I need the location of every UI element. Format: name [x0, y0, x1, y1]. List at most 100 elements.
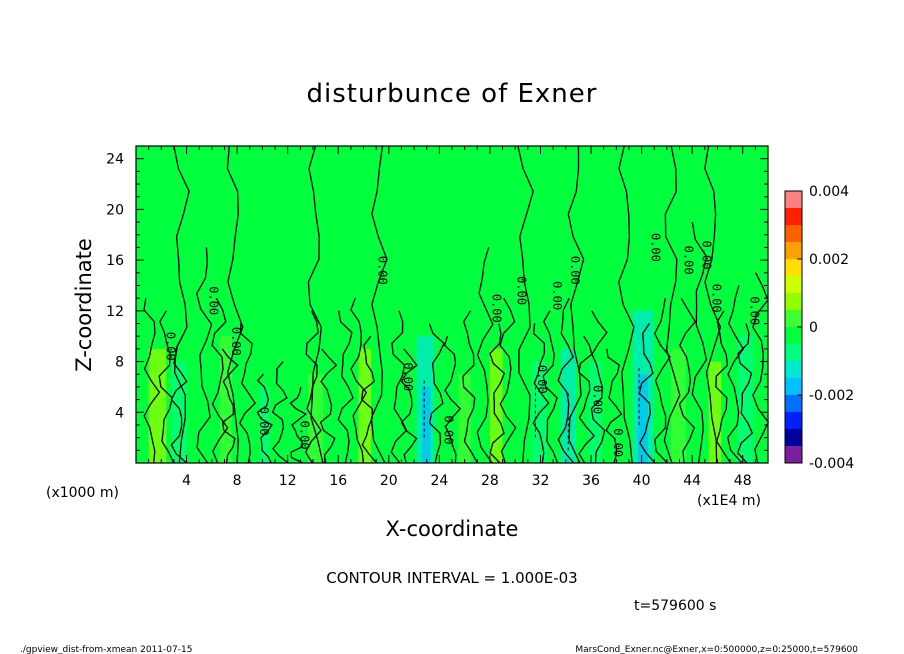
colorbar-swatch	[785, 361, 802, 378]
contour-label: 0.00	[591, 385, 605, 414]
colorbar-label: 0.004	[809, 184, 849, 200]
contour-line	[428, 323, 445, 464]
x-tick-label: 40	[633, 473, 651, 489]
colorbar-swatch	[785, 225, 802, 242]
contour-line	[736, 323, 754, 464]
colorbar: 0.004 0.002 0 -0.002 -0.004	[784, 184, 854, 472]
contour-label: 0.00	[709, 284, 723, 313]
contour-label: 0.00	[568, 256, 582, 285]
field-band	[489, 348, 503, 463]
y-tick-label: 4	[115, 405, 124, 421]
y-tick-label: 12	[106, 304, 124, 320]
plot-area	[136, 146, 768, 463]
contour-line	[663, 145, 681, 464]
contour-line	[517, 145, 534, 464]
contour-line	[678, 297, 696, 464]
contour-line	[618, 145, 635, 464]
x-unit-right: (x1E4 m)	[697, 493, 761, 509]
contour-label: 0.00	[401, 362, 415, 391]
contour-line	[239, 323, 256, 464]
contour-line	[226, 145, 244, 464]
field-band	[259, 386, 270, 463]
field-band	[458, 374, 471, 463]
contour-line	[143, 298, 161, 464]
contour-label: 0.00	[649, 233, 663, 262]
field-band	[670, 348, 686, 463]
contour-line	[289, 386, 307, 464]
contour-line	[400, 348, 418, 464]
field-band	[637, 374, 648, 463]
contour-line	[173, 145, 190, 464]
contour-label: 0.00	[515, 276, 529, 305]
colorbar-swatch	[785, 276, 802, 293]
contour-line	[462, 310, 478, 464]
field-band	[737, 336, 753, 463]
contour-line	[476, 247, 494, 464]
contour-line	[590, 310, 608, 464]
colorbar-swatch	[785, 310, 802, 327]
contour-line	[319, 348, 338, 464]
field-band	[307, 374, 324, 463]
contour-label: 0.00	[682, 246, 696, 275]
y-tick-label: 16	[106, 253, 124, 269]
field-band	[708, 361, 722, 463]
contour-label: 0.00	[163, 332, 177, 361]
colorbar-label: 0.002	[809, 252, 849, 268]
colorbar-swatch	[785, 446, 802, 463]
contour-label: 0.00	[229, 327, 243, 356]
contour-line	[271, 361, 289, 464]
contour-line	[578, 335, 596, 464]
colorbar-swatch	[785, 191, 802, 208]
contour-line	[337, 310, 354, 464]
x-tick-label: 36	[582, 473, 600, 489]
x-tick-label: 12	[279, 473, 297, 489]
footer-right: MarsCond_Exner.nc@Exner,x=0:500000,z=0:2…	[575, 645, 858, 654]
x-tick-label: 16	[329, 473, 347, 489]
contour-line	[542, 310, 559, 464]
y-tick-label: 24	[106, 152, 124, 168]
x-axis: 4 8 12 16 20 24 28 32 36 40 44 48	[135, 146, 769, 489]
contour-interval: CONTOUR INTERVAL = 1.000E-03	[326, 569, 577, 587]
x-unit-left: (x1000 m)	[46, 485, 119, 501]
colorbar-swatch	[785, 327, 802, 344]
colorbar-swatch	[785, 344, 802, 361]
field-band	[171, 361, 187, 463]
contour-line	[567, 146, 585, 464]
contour-label: 0.00	[747, 296, 761, 325]
contour-label: 0.00	[611, 428, 625, 457]
contour-line	[605, 348, 623, 464]
y-tick-label: 20	[106, 202, 124, 218]
contour-line	[752, 272, 770, 464]
contour-lines	[143, 145, 770, 464]
time-label: t=579600 s	[634, 598, 716, 614]
contour-label: 0.00	[206, 286, 220, 315]
x-tick-label: 32	[532, 473, 550, 489]
contour-line	[307, 145, 324, 464]
colorbar-swatch	[785, 412, 802, 429]
x-tick-label: 48	[734, 473, 752, 489]
contour-line	[211, 297, 229, 464]
x-tick-label: 20	[380, 473, 398, 489]
contour-line	[196, 247, 213, 464]
colorbar-swatch	[785, 293, 802, 310]
colorbar-label: -0.002	[809, 388, 854, 404]
colorbar-swatch	[785, 378, 802, 395]
contour-line	[653, 298, 671, 464]
x-tick-label: 4	[182, 473, 191, 489]
contour-line	[390, 310, 408, 464]
contour-line	[704, 145, 722, 464]
y-tick-label: 8	[115, 355, 124, 371]
colorbar-label: -0.004	[809, 456, 854, 472]
contour-label: 0.00	[376, 256, 390, 285]
contour-line	[350, 297, 368, 464]
contour-line	[256, 373, 273, 464]
contour-labels: 0.00 0.00 0.00 0.00 0.00 0.00 0.00 0.00 0.00 0.00…	[163, 233, 761, 457]
contour-line	[443, 336, 462, 464]
field-band	[148, 348, 167, 463]
contour-line	[158, 310, 175, 464]
x-axis-label: X-coordinate	[386, 517, 519, 541]
y-axis-label: Z-coordinate	[72, 238, 96, 372]
contour-line	[557, 297, 575, 464]
colorbar-swatch	[785, 429, 802, 446]
